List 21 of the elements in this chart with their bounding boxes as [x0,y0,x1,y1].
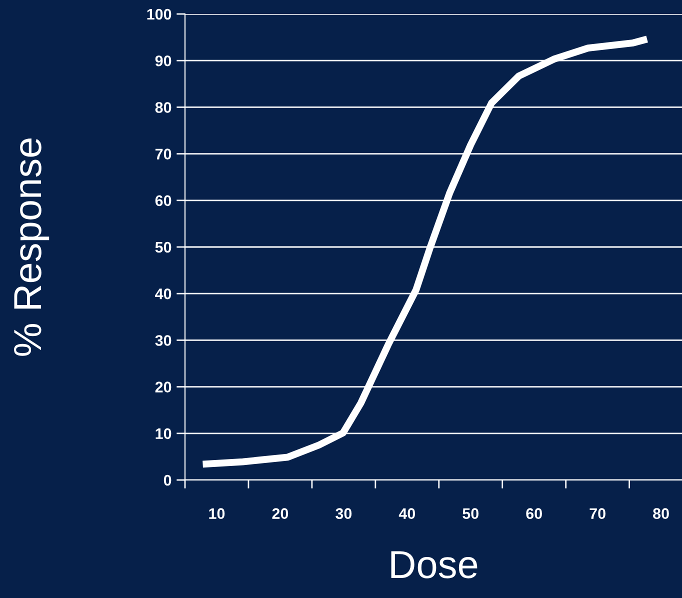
y-tick-label: 0 [164,474,172,486]
y-tick-label: 10 [156,428,172,440]
x-tick-label: 10 [209,508,225,519]
y-tick-label: 30 [155,335,172,346]
y-tick-label: 80 [155,102,172,113]
y-tick-label: 70 [155,148,172,160]
x-tick-label: 20 [272,508,288,519]
x-tick-label: 60 [526,508,542,519]
y-tick-label: 20 [155,382,172,392]
y-tick-label: 50 [155,242,172,253]
x-tick-label: 80 [653,508,669,519]
x-tick-label: 70 [590,508,606,519]
x-tick-label: 40 [398,508,416,519]
x-tick-label: 50 [462,508,479,519]
x-axis-title: Dose [391,551,478,578]
x-tick-label: 30 [336,508,352,520]
y-tick-label: 90 [155,55,172,66]
y-tick-label: 60 [155,195,172,206]
y-tick-label: 100 [147,8,172,20]
y-tick-label: 40 [155,288,172,300]
y-axis-title: % Response [14,138,50,356]
